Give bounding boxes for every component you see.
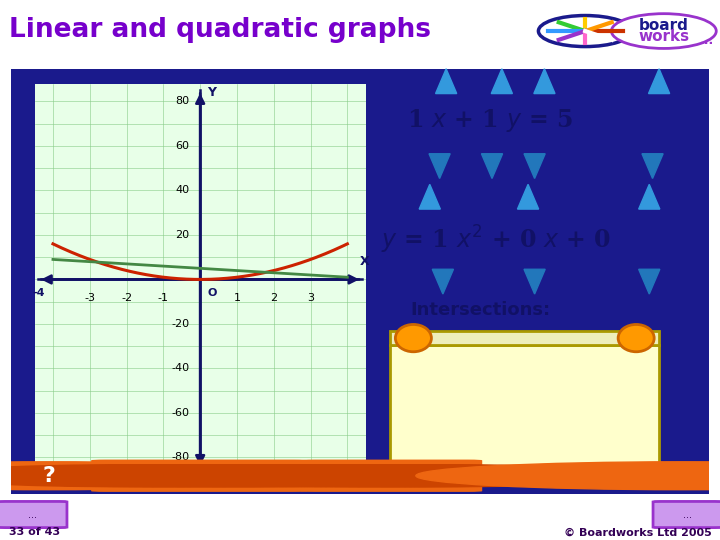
FancyBboxPatch shape <box>390 345 659 471</box>
FancyBboxPatch shape <box>4 65 716 498</box>
Text: ...: ... <box>683 510 692 520</box>
Text: 60: 60 <box>175 141 189 151</box>
Circle shape <box>0 465 343 487</box>
Circle shape <box>0 462 315 490</box>
Ellipse shape <box>618 325 654 352</box>
Text: 33 of 43: 33 of 43 <box>9 528 60 537</box>
Text: 3: 3 <box>307 293 314 303</box>
FancyBboxPatch shape <box>301 460 482 492</box>
Text: X: X <box>360 255 370 268</box>
Text: -60: -60 <box>171 408 189 418</box>
Polygon shape <box>642 154 663 179</box>
Text: -3: -3 <box>84 293 95 303</box>
Text: 1: 1 <box>233 293 240 303</box>
Text: 80: 80 <box>175 97 189 106</box>
Circle shape <box>0 465 413 487</box>
Polygon shape <box>429 154 450 179</box>
Text: Linear and quadratic graphs: Linear and quadratic graphs <box>9 17 431 43</box>
Text: 1 $\mathit{x}$ + 1 $\mathit{y}$ = 5: 1 $\mathit{x}$ + 1 $\mathit{y}$ = 5 <box>407 107 573 134</box>
Text: 2: 2 <box>270 293 277 303</box>
Text: -20: -20 <box>171 319 189 329</box>
FancyBboxPatch shape <box>390 330 659 345</box>
Text: -1: -1 <box>158 293 169 303</box>
Polygon shape <box>432 269 454 294</box>
Polygon shape <box>534 69 555 93</box>
FancyBboxPatch shape <box>653 502 720 528</box>
Polygon shape <box>524 154 545 179</box>
Circle shape <box>231 465 650 487</box>
Ellipse shape <box>395 325 431 352</box>
Text: works: works <box>638 29 690 44</box>
Text: $\mathit{y}$ = 1 $\mathit{x}^2$ + 0 $\mathit{x}$ + 0: $\mathit{y}$ = 1 $\mathit{x}^2$ + 0 $\ma… <box>381 224 611 256</box>
Circle shape <box>416 462 720 490</box>
Polygon shape <box>491 69 513 93</box>
Text: Y: Y <box>207 86 217 99</box>
Circle shape <box>539 16 632 46</box>
Text: ...: ... <box>700 34 714 47</box>
Text: board: board <box>639 18 689 33</box>
FancyBboxPatch shape <box>0 502 67 528</box>
Text: -80: -80 <box>171 453 189 462</box>
Polygon shape <box>419 184 441 209</box>
Polygon shape <box>436 69 456 93</box>
Polygon shape <box>649 69 670 93</box>
Polygon shape <box>524 269 545 294</box>
Polygon shape <box>639 184 660 209</box>
Text: 40: 40 <box>175 185 189 195</box>
Text: 20: 20 <box>175 230 189 240</box>
Circle shape <box>130 465 549 487</box>
Circle shape <box>63 465 482 487</box>
Text: ...: ... <box>28 510 37 520</box>
Text: -4: -4 <box>32 288 45 298</box>
Circle shape <box>0 465 377 487</box>
Text: ?: ? <box>42 465 55 486</box>
Circle shape <box>199 465 618 487</box>
Circle shape <box>611 14 716 49</box>
FancyBboxPatch shape <box>91 460 307 492</box>
Text: -40: -40 <box>171 363 189 374</box>
Text: -2: -2 <box>121 293 132 303</box>
Circle shape <box>164 465 583 487</box>
Text: © Boardworks Ltd 2005: © Boardworks Ltd 2005 <box>564 528 711 537</box>
Circle shape <box>28 465 447 487</box>
Polygon shape <box>518 184 539 209</box>
Text: Intersections:: Intersections: <box>410 301 550 319</box>
Text: O: O <box>207 288 217 298</box>
Polygon shape <box>639 269 660 294</box>
Polygon shape <box>482 154 503 179</box>
